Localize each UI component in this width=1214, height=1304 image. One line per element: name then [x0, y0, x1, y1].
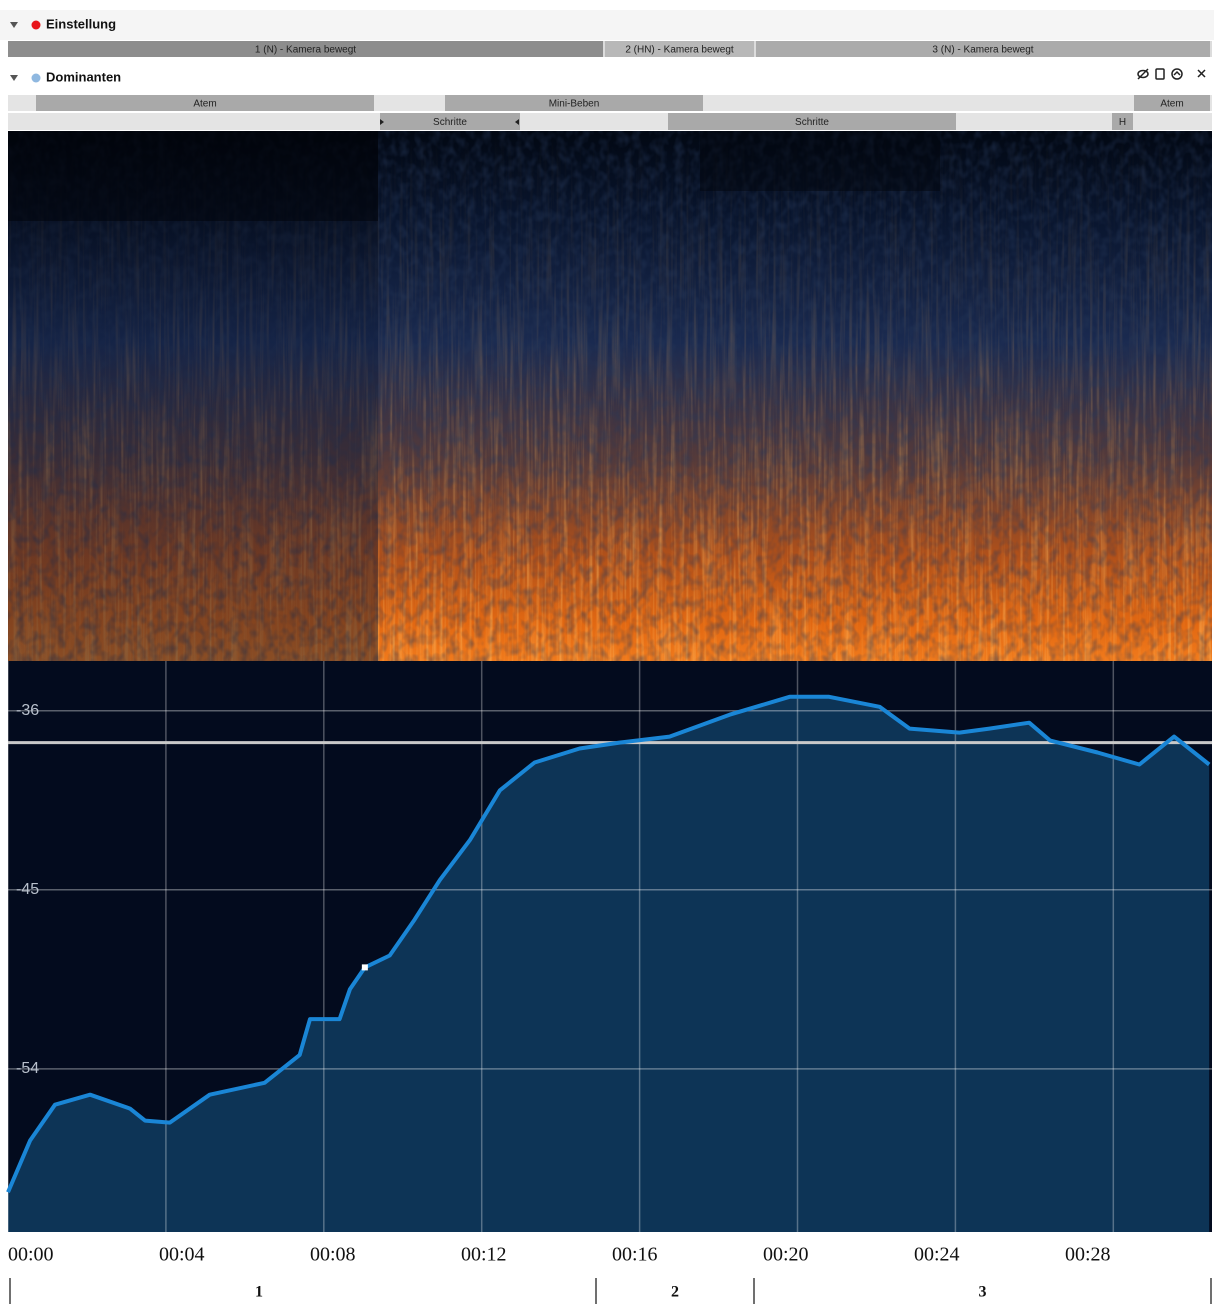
- header-row: [0, 10, 1214, 40]
- highlight-point: [362, 964, 368, 970]
- y-tick-label: -45: [16, 881, 39, 898]
- segment-label: Schritte: [795, 117, 829, 128]
- section-number: 2: [671, 1284, 679, 1301]
- segment-label: Schritte: [433, 117, 467, 128]
- app-window: Einstellung Dominanten 1 (N) - Kamera be…: [0, 0, 1214, 1304]
- y-tick-label: -36: [16, 702, 39, 719]
- x-tick-label: 00:16: [612, 1244, 658, 1266]
- track-bg: [8, 113, 1212, 130]
- status-dot: [32, 74, 41, 83]
- collapse-toggle[interactable]: [10, 75, 18, 81]
- section-title: Einstellung: [46, 16, 116, 31]
- segment-label: 1 (N) - Kamera bewegt: [255, 45, 356, 56]
- x-tick-label: 00:00: [8, 1244, 54, 1266]
- x-tick-label: 00:20: [763, 1244, 809, 1266]
- x-tick-label: 00:24: [914, 1244, 960, 1266]
- section-number: 3: [979, 1284, 987, 1301]
- status-dot: [32, 21, 41, 30]
- segment-label: Atem: [1160, 99, 1183, 110]
- x-tick-label: 00:28: [1065, 1244, 1111, 1266]
- spectrogram: [8, 131, 1212, 661]
- section-number: 1: [255, 1284, 263, 1301]
- close-icon[interactable]: [1198, 70, 1205, 77]
- section-title: Dominanten: [46, 69, 121, 84]
- segment-label: 3 (N) - Kamera bewegt: [932, 45, 1033, 56]
- spectrogram-dark-region: [700, 131, 940, 191]
- document-icon[interactable]: [1156, 69, 1164, 79]
- spectrogram-dark-region: [8, 131, 378, 221]
- x-tick-label: 00:12: [461, 1244, 507, 1266]
- toolbar-icons: [1138, 69, 1205, 79]
- segment-label: Mini-Beben: [549, 99, 600, 110]
- segment-label: H: [1119, 117, 1126, 128]
- collapse-icon[interactable]: [1172, 69, 1182, 79]
- segment-label: 2 (HN) - Kamera bewegt: [625, 45, 734, 56]
- y-tick-label: -54: [16, 1060, 39, 1077]
- x-tick-label: 00:04: [159, 1244, 205, 1266]
- collapse-icon-arrow: [1174, 72, 1180, 75]
- segment-label: Atem: [193, 99, 216, 110]
- x-tick-label: 00:08: [310, 1244, 356, 1266]
